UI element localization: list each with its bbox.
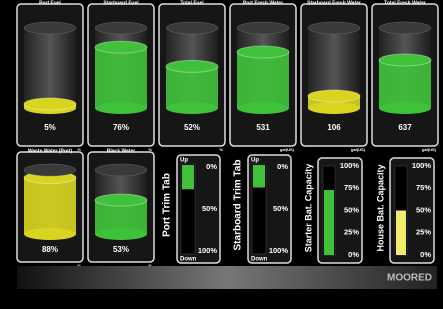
status: MOORED — [387, 273, 432, 284]
tank-label: Total Fuel — [180, 0, 204, 6]
scale-label: 0% — [348, 250, 359, 259]
scale-label: 100% — [340, 161, 360, 170]
up-label: Up — [251, 158, 259, 164]
tank-label: Port Fresh Water — [243, 0, 283, 6]
fill-top — [237, 46, 289, 58]
fill-body — [237, 52, 289, 108]
tank-label: Total Fresh Water — [384, 0, 426, 6]
tank-fill — [308, 90, 360, 114]
fill-top — [95, 194, 147, 206]
fill-bottom — [379, 102, 431, 114]
tank-unit: gal(US) — [351, 147, 366, 152]
fill-bottom — [95, 228, 147, 240]
tank-top — [24, 164, 76, 176]
scale-label: 100% — [269, 246, 289, 255]
tank-value: 5% — [44, 123, 56, 132]
dashboard: Port Fuel5%%Starboard Fuel76%%Total Fuel… — [0, 0, 443, 309]
battery-level — [324, 190, 334, 255]
tank-fill — [166, 60, 218, 114]
fill-top — [308, 90, 360, 102]
tank-label: Starboard Fresh Water — [307, 0, 361, 6]
tank-unit: gal(US) — [422, 147, 437, 152]
tank-top — [24, 22, 76, 34]
scale-label: 0% — [420, 250, 431, 259]
down-label: Down — [180, 257, 197, 263]
scale-label: 50% — [416, 205, 431, 214]
tank-top — [166, 22, 218, 34]
scale-label: 50% — [273, 204, 288, 213]
fill-body — [24, 178, 76, 234]
tank-top — [95, 22, 147, 34]
fill-top — [24, 98, 76, 110]
tank-value: 76% — [113, 123, 129, 132]
tank-fill — [24, 172, 76, 240]
down-label: Down — [251, 257, 268, 263]
battery-level — [396, 211, 406, 256]
trim-level — [253, 165, 265, 188]
battery-title: Starter Bat. Capacity — [303, 164, 313, 253]
fill-body — [379, 60, 431, 108]
trim-title: Starboard Trim Tab — [233, 160, 244, 251]
tank-fill — [24, 98, 76, 114]
up-label: Up — [180, 158, 188, 164]
tank-top — [95, 164, 147, 176]
tank-fill — [95, 194, 147, 240]
tank-value: 53% — [113, 245, 129, 254]
scale-label: 50% — [344, 205, 359, 214]
fill-bottom — [237, 102, 289, 114]
fill-bottom — [95, 102, 147, 114]
tank-top — [308, 22, 360, 34]
tank-value: 88% — [42, 245, 58, 254]
tank-unit: % — [219, 147, 223, 152]
fill-bottom — [24, 228, 76, 240]
scale-label: 75% — [344, 183, 359, 192]
fill-top — [166, 60, 218, 72]
tank-body — [24, 28, 76, 108]
tank-top — [379, 22, 431, 34]
battery-title: House Bat. Capacity — [375, 164, 385, 251]
scale-label: 25% — [416, 228, 431, 237]
trim-title: Port Trim Tab — [162, 173, 173, 237]
tank-fill — [379, 54, 431, 114]
scale-label: 50% — [202, 204, 217, 213]
tank-label: Waste Water (Port) — [28, 148, 73, 154]
tank-fill — [95, 41, 147, 114]
page: {"tanks":[ {"label":"Port Fuel","value_l… — [0, 0, 443, 309]
tank-label: Port Fuel — [39, 0, 61, 6]
tank-fill — [237, 46, 289, 114]
fill-bottom — [308, 102, 360, 114]
fill-top — [379, 54, 431, 66]
scale-label: 75% — [416, 183, 431, 192]
scale-label: 100% — [412, 161, 432, 170]
fill-body — [95, 47, 147, 108]
status-bar — [17, 266, 437, 289]
fill-top — [95, 41, 147, 53]
tank-label: Black Water — [107, 148, 135, 154]
tank-value: 531 — [256, 123, 270, 132]
tank-value: 106 — [327, 123, 341, 132]
scale-label: 100% — [198, 246, 218, 255]
tank-label: Starboard Fuel — [103, 0, 139, 6]
tank-value: 52% — [184, 123, 200, 132]
scale-label: 0% — [277, 162, 288, 171]
tank-unit: gal(US) — [280, 147, 295, 152]
tank-value: 637 — [398, 123, 412, 132]
fill-bottom — [166, 102, 218, 114]
scale-label: 25% — [344, 228, 359, 237]
trim-level — [182, 165, 194, 189]
scale-label: 0% — [206, 162, 217, 171]
tank-top — [237, 22, 289, 34]
